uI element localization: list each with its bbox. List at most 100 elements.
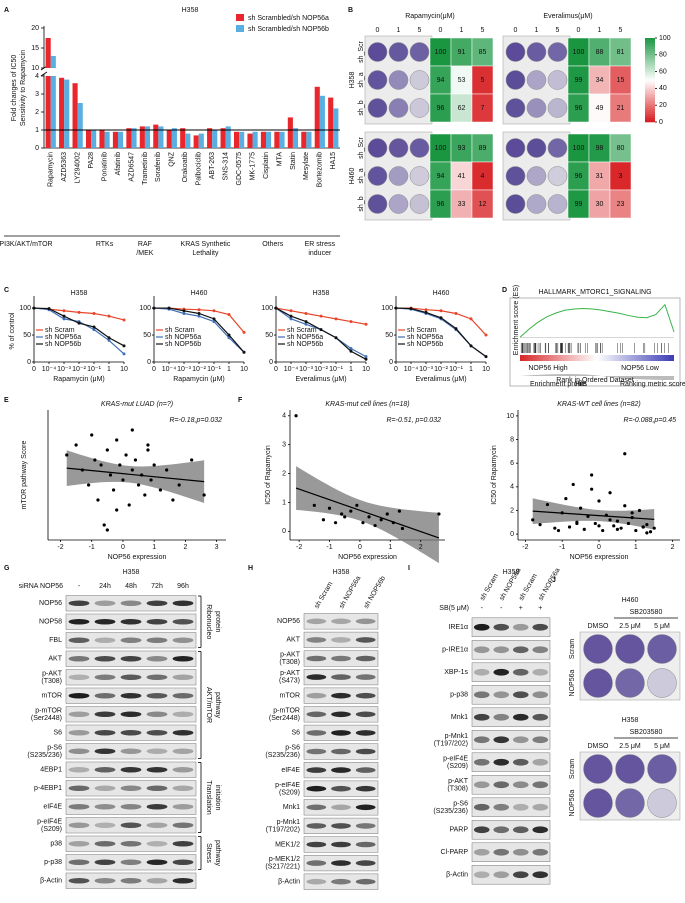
bar bbox=[198, 133, 204, 148]
point bbox=[623, 452, 627, 456]
blot-strip bbox=[471, 662, 551, 682]
bar bbox=[306, 131, 312, 148]
column-header: Rapamycin(μM) bbox=[405, 13, 455, 20]
point bbox=[90, 433, 94, 437]
well bbox=[583, 634, 613, 664]
band bbox=[532, 668, 549, 676]
x-tick-label: Rapamycin bbox=[48, 152, 55, 187]
x-tick-label: 2 bbox=[183, 544, 187, 551]
well bbox=[409, 70, 430, 90]
lane-label: sh NOP56a bbox=[338, 575, 362, 610]
y-tick-label: 4 bbox=[282, 413, 286, 420]
point bbox=[582, 527, 586, 531]
point bbox=[304, 320, 308, 324]
band bbox=[331, 692, 351, 699]
ranking-metric bbox=[520, 374, 674, 380]
heat-value: 94 bbox=[437, 77, 445, 84]
treatment-sign: + bbox=[538, 605, 542, 612]
band bbox=[331, 767, 351, 773]
band bbox=[68, 785, 90, 792]
band bbox=[512, 646, 529, 654]
well bbox=[388, 70, 409, 90]
bar bbox=[314, 86, 320, 148]
point bbox=[327, 506, 332, 510]
group-label: Ribonucleo bbox=[205, 604, 212, 639]
band bbox=[493, 623, 510, 631]
x-tick-label: 10 bbox=[120, 366, 128, 373]
bar bbox=[104, 131, 110, 148]
colorbar-segment bbox=[645, 117, 655, 121]
group-label: ER stress bbox=[305, 241, 336, 248]
point bbox=[130, 428, 134, 432]
bar bbox=[252, 131, 258, 148]
bar bbox=[85, 130, 92, 148]
point bbox=[93, 458, 97, 462]
band bbox=[331, 674, 351, 680]
band bbox=[68, 748, 90, 755]
x-tick-label: 0 bbox=[274, 366, 278, 373]
band bbox=[68, 766, 90, 773]
band bbox=[512, 691, 529, 699]
band bbox=[120, 785, 142, 792]
point bbox=[623, 504, 627, 508]
point bbox=[652, 526, 656, 530]
row-label: p-S6 bbox=[453, 800, 468, 807]
heat-value: 100 bbox=[573, 145, 585, 152]
blot-strip bbox=[471, 640, 551, 660]
colorbar-segment bbox=[645, 73, 655, 77]
well bbox=[505, 166, 526, 186]
row-label: 4EBP1 bbox=[40, 767, 62, 774]
x-tick-label: Orakoatib bbox=[182, 152, 189, 182]
dose-label: 5 bbox=[418, 27, 422, 34]
point bbox=[556, 528, 561, 533]
row-label: p-eIF4E bbox=[275, 782, 300, 789]
point bbox=[133, 458, 138, 462]
band bbox=[146, 674, 168, 681]
well bbox=[615, 668, 645, 698]
point bbox=[92, 311, 96, 315]
bar bbox=[153, 124, 159, 148]
row-label: p-mTOR bbox=[35, 707, 62, 714]
row-label: p-4EBP1 bbox=[34, 785, 62, 792]
point bbox=[439, 316, 443, 320]
x-axis-label: NOP56 expression bbox=[338, 554, 397, 561]
band bbox=[331, 785, 351, 792]
well bbox=[367, 194, 388, 214]
band bbox=[94, 803, 116, 810]
point bbox=[385, 512, 389, 516]
colorbar-label: 0 bbox=[659, 119, 663, 126]
condition-label: 5 μM bbox=[654, 743, 670, 750]
band bbox=[473, 758, 490, 766]
band bbox=[306, 711, 327, 718]
point bbox=[152, 306, 156, 310]
x-tick-label: Cisplatin bbox=[263, 152, 270, 179]
row-label: p-AKT bbox=[42, 670, 63, 677]
band bbox=[68, 729, 90, 736]
panel-title: H358 bbox=[622, 717, 639, 724]
point bbox=[107, 336, 111, 340]
colorbar-segment bbox=[645, 61, 655, 64]
point bbox=[62, 317, 66, 321]
panel-title: H358 bbox=[182, 7, 199, 14]
band bbox=[306, 841, 327, 848]
bar bbox=[126, 128, 132, 148]
band bbox=[355, 841, 376, 848]
bar bbox=[59, 77, 65, 148]
lane-label: sh NOP56b bbox=[363, 575, 387, 610]
bar bbox=[260, 131, 266, 148]
well bbox=[367, 138, 388, 158]
y-tick-label: 10 bbox=[31, 65, 39, 72]
band bbox=[493, 803, 510, 811]
treatment-label: SB(5 μM) bbox=[439, 605, 469, 612]
point bbox=[349, 509, 353, 513]
point bbox=[182, 309, 186, 313]
confidence-band bbox=[532, 498, 655, 530]
point bbox=[578, 506, 583, 510]
bar bbox=[118, 131, 124, 148]
row-label: NOP58 bbox=[39, 619, 62, 626]
band bbox=[532, 781, 549, 789]
blot-strip bbox=[303, 799, 379, 816]
band bbox=[120, 803, 142, 810]
x-tick-label: Sorafenib bbox=[155, 152, 162, 182]
legend-label: Ranking metric scores bbox=[620, 381, 685, 388]
